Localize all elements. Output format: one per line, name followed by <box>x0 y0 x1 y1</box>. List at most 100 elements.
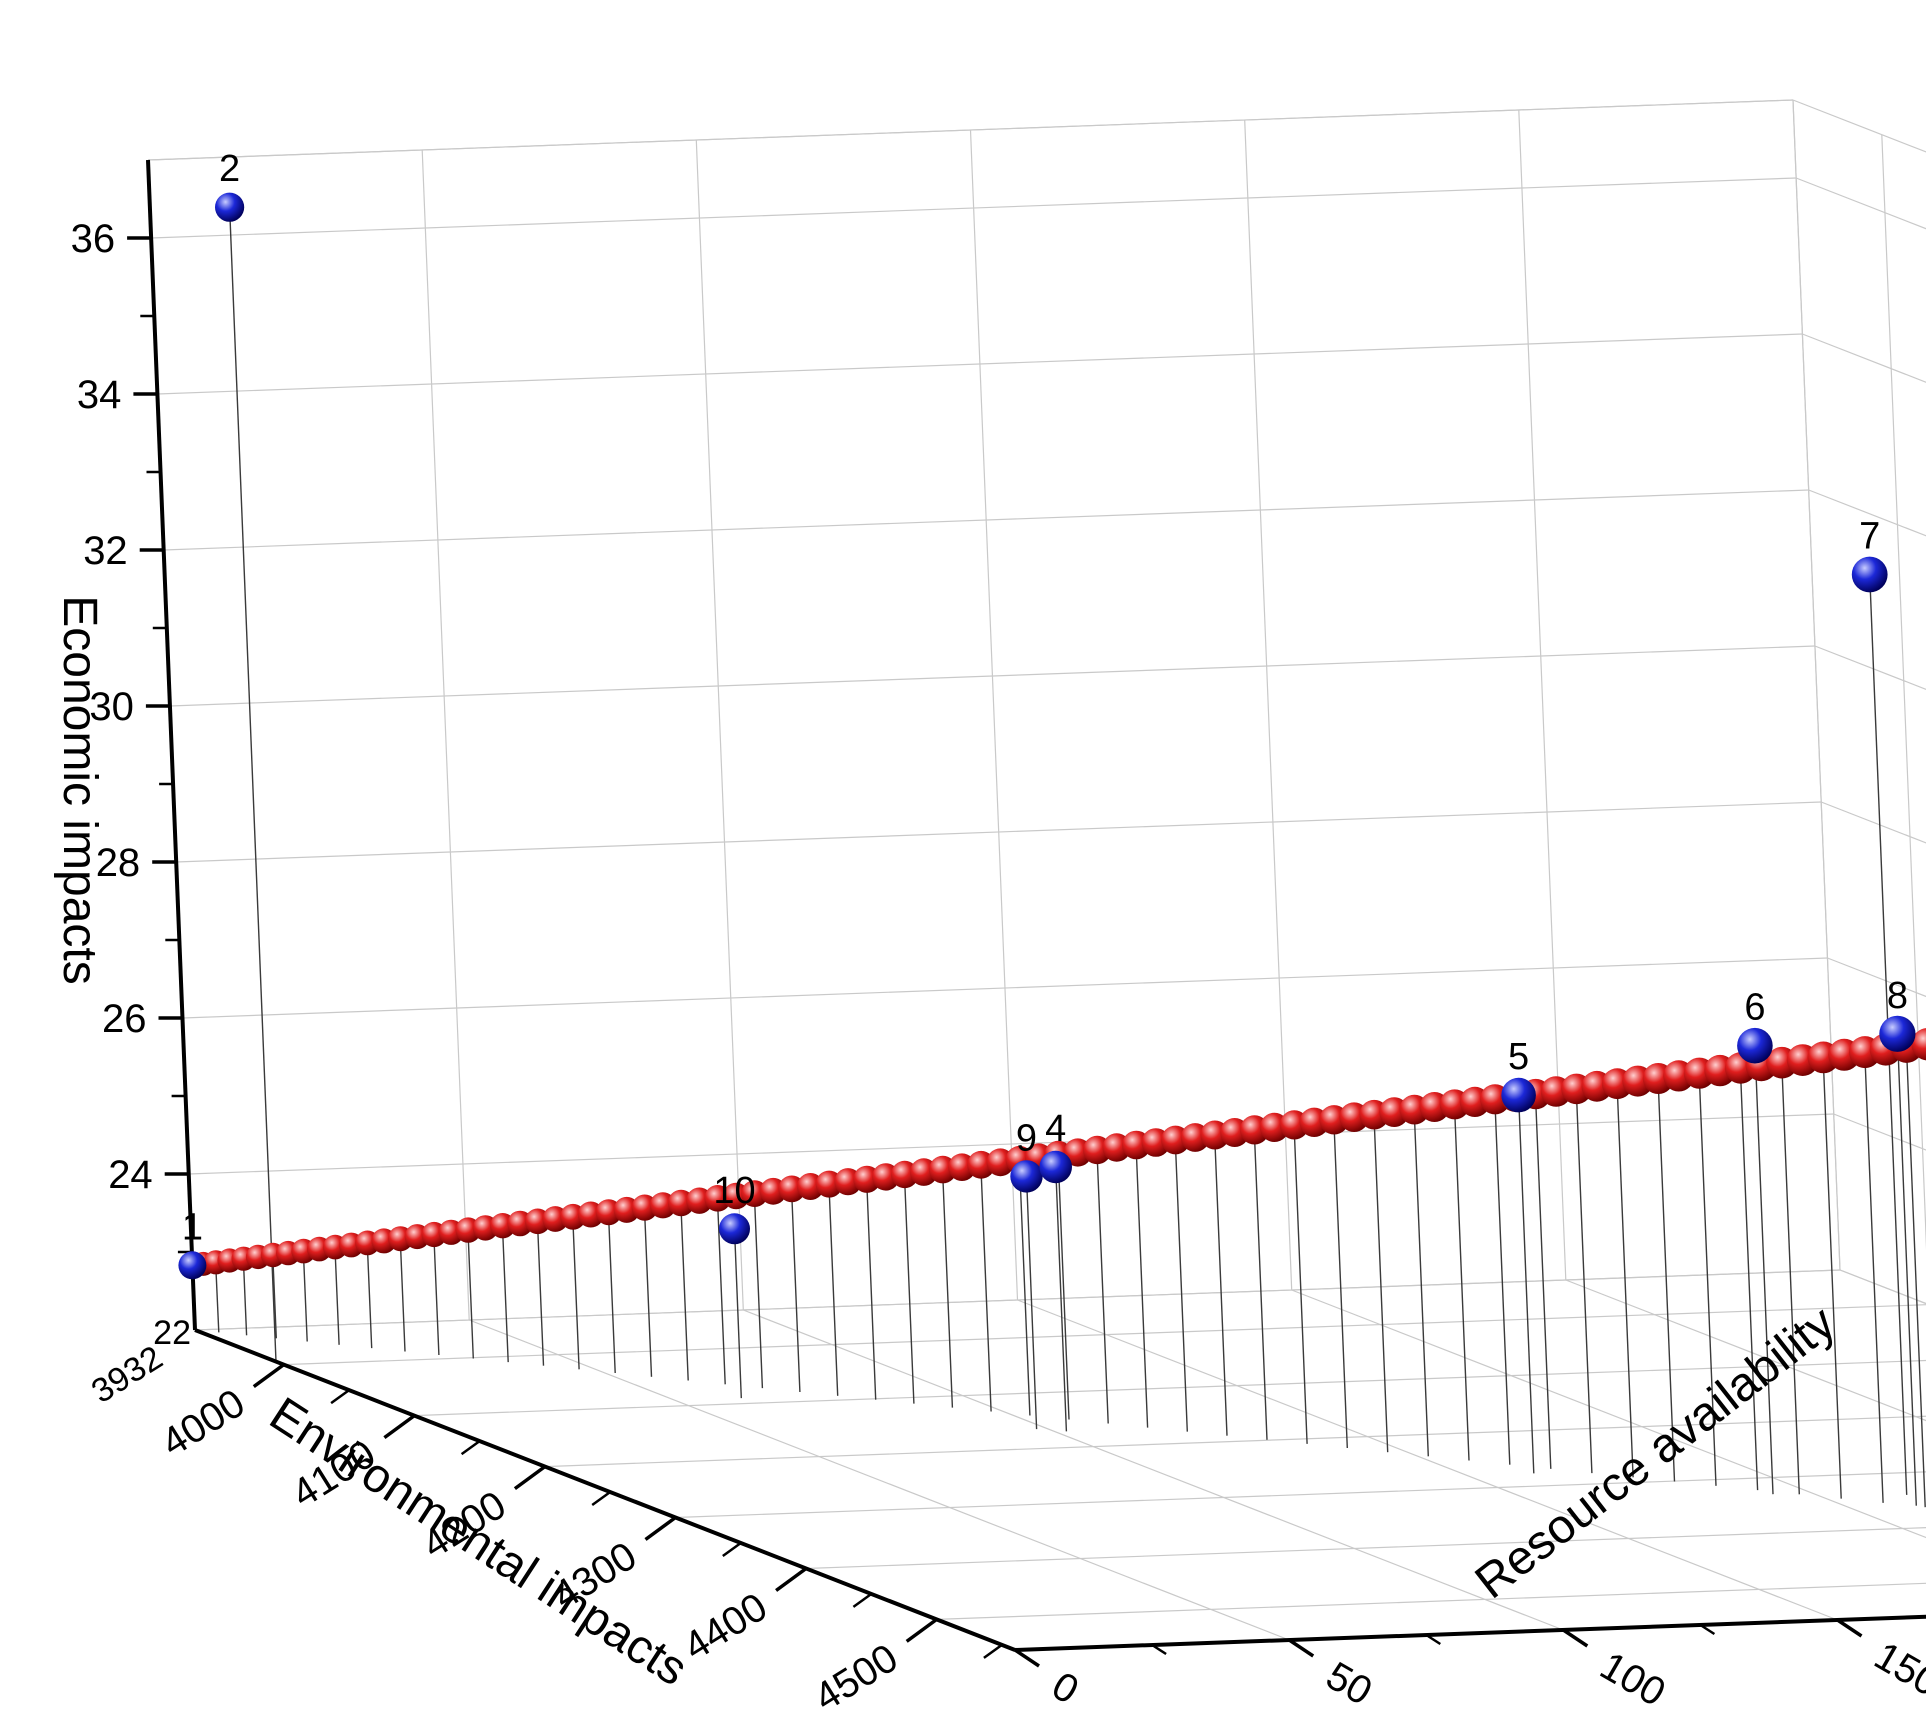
x-tick <box>384 1416 414 1438</box>
grid-line <box>696 140 743 1310</box>
drop-line <box>503 1232 509 1362</box>
point-label: 10 <box>713 1170 755 1212</box>
labeled-point <box>1852 557 1888 593</box>
z-tick-label: 32 <box>83 529 128 573</box>
point-label: 9 <box>1016 1117 1037 1159</box>
x-minor-tick <box>853 1594 871 1607</box>
grid-line <box>743 1310 1563 1630</box>
drop-line <box>434 1241 439 1356</box>
y-axis-line <box>1015 1590 1926 1650</box>
drop-line <box>304 1257 308 1341</box>
grid-line <box>1802 334 1926 654</box>
x-tick <box>254 1365 284 1387</box>
x-minor-tick <box>462 1441 480 1454</box>
labeled-point <box>1879 1016 1915 1052</box>
z-tick-label: 26 <box>102 997 147 1041</box>
y-tick <box>1563 1630 1587 1646</box>
grid-line <box>148 100 1793 160</box>
z-tick-label: 24 <box>108 1153 153 1197</box>
drop-line <box>645 1214 652 1377</box>
point-label: 5 <box>1508 1036 1529 1078</box>
drop-line <box>1255 1136 1268 1440</box>
labeled-point <box>1010 1160 1042 1192</box>
point-label: 8 <box>1887 975 1908 1017</box>
grid-line <box>1793 100 1926 420</box>
drop-line <box>1755 1046 1773 1495</box>
point-label: 1 <box>182 1206 203 1248</box>
drop-line <box>230 207 276 1361</box>
drop-line <box>981 1171 991 1412</box>
labeled-point <box>1039 1151 1072 1184</box>
drop-line <box>1577 1095 1592 1473</box>
y-tick <box>1289 1640 1313 1656</box>
z-tick-label: 34 <box>77 373 122 417</box>
point-label: 4 <box>1045 1108 1066 1150</box>
drop-line <box>573 1223 579 1370</box>
drop-line <box>1334 1126 1347 1448</box>
y-axis-title: Resource availability <box>1466 1296 1846 1609</box>
drop-line <box>1294 1131 1307 1444</box>
drop-line <box>755 1200 763 1389</box>
drop-line <box>1823 1063 1841 1498</box>
drop-line <box>1617 1090 1633 1478</box>
x-tick <box>515 1467 545 1489</box>
drop-line <box>1455 1110 1469 1460</box>
drop-line <box>905 1181 914 1404</box>
x-minor-tick <box>723 1543 741 1556</box>
drop-line <box>1097 1156 1108 1424</box>
grid-line <box>937 1559 1926 1619</box>
y-tick <box>1838 1620 1862 1636</box>
corner-tick-label: 22 <box>153 1314 191 1352</box>
drop-line <box>943 1176 953 1408</box>
drop-line <box>1027 1176 1037 1429</box>
drop-line <box>1020 1166 1030 1416</box>
drop-line <box>244 1265 247 1336</box>
drop-line <box>216 1268 219 1332</box>
drop-line <box>1907 1053 1926 1507</box>
grid-line <box>1882 135 1926 1305</box>
point-label: 6 <box>1744 987 1765 1029</box>
labeled-point <box>215 193 244 222</box>
grid-line <box>1796 178 1926 498</box>
labeled-point <box>1501 1078 1536 1113</box>
drop-line <box>468 1236 473 1358</box>
drop-line <box>1536 1100 1551 1469</box>
drop-line <box>1782 1069 1799 1495</box>
x-tick <box>646 1518 676 1540</box>
x-minor-tick <box>592 1492 610 1505</box>
y-tick-label: 150 <box>1867 1634 1926 1705</box>
drop-line <box>867 1185 876 1399</box>
grid-line <box>1566 1280 1926 1600</box>
grid-line <box>422 150 469 1320</box>
labeled-point <box>719 1213 750 1244</box>
grid-line <box>676 1458 1926 1518</box>
z-axis-title: Economic impacts <box>53 595 106 984</box>
x-minor-tick <box>331 1390 349 1403</box>
labeled-point <box>178 1251 206 1279</box>
drop-line <box>538 1227 544 1365</box>
x-tick-label: 4000 <box>154 1381 253 1465</box>
drop-line <box>368 1249 372 1348</box>
y-tick-label: 100 <box>1593 1644 1673 1713</box>
x-tick-label: 4500 <box>807 1636 906 1713</box>
x-tick <box>776 1569 806 1591</box>
drop-line <box>401 1245 406 1352</box>
drop-line <box>1897 1034 1916 1506</box>
grid-line <box>971 130 1018 1300</box>
drop-line <box>829 1190 838 1396</box>
x-axis-title: Environmental impacts <box>260 1388 696 1697</box>
drop-line <box>681 1209 688 1381</box>
y-tick-label: 50 <box>1319 1654 1380 1713</box>
z-tick-label: 36 <box>71 217 116 261</box>
x-tick <box>907 1619 937 1641</box>
drop-line <box>1136 1151 1147 1428</box>
y-tick <box>1015 1650 1039 1666</box>
drop-line <box>1176 1146 1188 1432</box>
drop-line <box>792 1195 800 1392</box>
drop-line <box>1741 1074 1758 1490</box>
drop-line <box>609 1218 616 1373</box>
drop-line <box>1215 1141 1227 1436</box>
z-axis-line <box>148 160 195 1330</box>
drop-line <box>735 1229 742 1398</box>
